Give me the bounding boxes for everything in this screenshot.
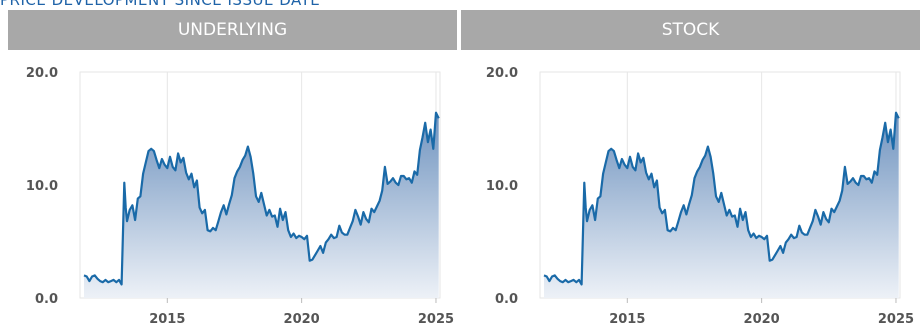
series-area bbox=[544, 112, 899, 298]
series-line bbox=[83, 111, 440, 286]
panel-header-stock: STOCK bbox=[461, 10, 920, 50]
y-tick-label: 20.0 bbox=[486, 66, 518, 81]
y-tick-label: 10.0 bbox=[486, 179, 518, 194]
x-tick-label: 2025 bbox=[418, 312, 454, 327]
series-line bbox=[543, 111, 900, 286]
panel-header-underlying: UNDERLYING bbox=[8, 10, 457, 50]
y-tick-label: 20.0 bbox=[26, 66, 58, 81]
section-title: PRICE DEVELOPMENT SINCE ISSUE DATE bbox=[0, 0, 321, 9]
x-tick-label: 2015 bbox=[149, 312, 185, 327]
y-tick-label: 0.0 bbox=[35, 292, 58, 307]
chart-underlying: 0.0 10.0 20.0 2015 2020 2025 bbox=[26, 66, 454, 327]
y-tick-label: 10.0 bbox=[26, 179, 58, 194]
series-area bbox=[84, 112, 439, 298]
x-tick-label: 2020 bbox=[744, 312, 780, 327]
chart-stock: 0.0 10.0 20.0 2015 2020 2025 bbox=[486, 66, 914, 327]
x-tick-label: 2020 bbox=[284, 312, 320, 327]
y-tick-label: 0.0 bbox=[495, 292, 518, 307]
x-tick-label: 2015 bbox=[609, 312, 645, 327]
x-tick-label: 2025 bbox=[878, 312, 914, 327]
